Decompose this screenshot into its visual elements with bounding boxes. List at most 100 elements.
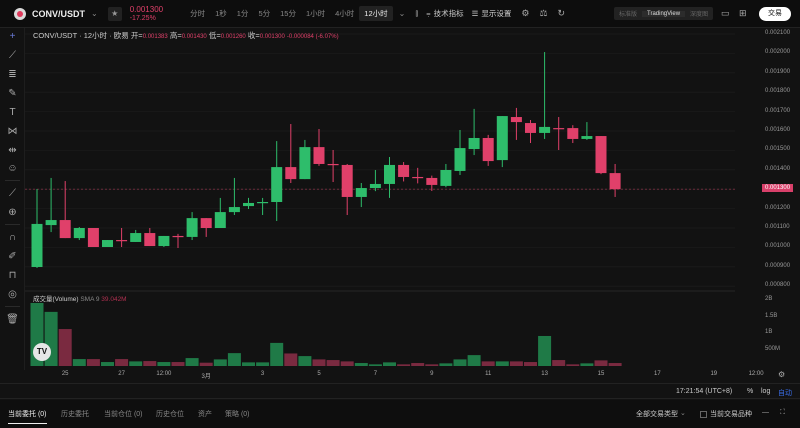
candle-body [313,147,325,164]
tab-open-orders[interactable]: 当前委托 (0) [8,409,47,424]
low-value: 0.001260 [220,34,246,40]
volume-bar [312,359,326,366]
alert-icon[interactable]: ↻ [557,8,566,18]
scale-icon[interactable]: ⚖ [539,8,548,18]
view-tradingview[interactable]: TradingView [642,10,686,17]
sma-label: SMA 9 [80,296,100,303]
volume-bar [467,355,481,366]
favorite-star-icon[interactable]: ★ [107,6,122,21]
volume-tick: 1B [765,329,773,335]
time-axis[interactable]: 25 27 12:00 3月 3 5 7 9 11 13 15 17 19 12:00 [25,370,800,382]
symbol-selector[interactable]: CONV/USDT [32,8,86,19]
percent-toggle[interactable]: % [747,388,754,395]
price-tick: 0.001600 [765,127,791,133]
interval-tab-selected[interactable]: 12小时 [359,6,393,21]
tab-position-history[interactable]: 历史仓位 [156,411,184,418]
trash-icon[interactable]: 🗑 [6,314,19,325]
horizontal-lines-icon[interactable]: ≣ [8,69,17,80]
display-settings-label: 显示设置 [481,9,512,18]
brush-icon[interactable]: ✎ [8,88,17,99]
candle-body [426,177,438,185]
minimize-icon[interactable]: — [762,409,769,416]
close-value: 0.001300 [259,34,285,40]
volume-bar [298,356,312,366]
axis-settings-icon[interactable]: ⚙ [778,370,786,379]
volume-bar [256,362,270,366]
chevron-down-icon[interactable]: ⌄ [91,9,98,18]
time-tick: 12:00 [156,371,172,377]
interval-tab[interactable]: 1小时 [305,9,326,18]
chart-legend: CONV/USDT · 12小时 · 欧易 开=0.001383 高=0.001… [33,30,339,41]
display-settings-button[interactable]: ☰ 显示设置 [472,8,512,19]
time-tick: 17 [654,371,661,377]
window-icon[interactable]: ▭ [721,8,730,18]
list-icon: ☰ [471,9,479,18]
indicators-button[interactable]: ⩦ 技术指标 [426,8,463,19]
text-icon[interactable]: T [9,107,16,118]
volume-bar [213,359,227,366]
lock-icon[interactable]: ⊓ [8,270,17,281]
fullscreen-icon[interactable]: ⛶ [780,409,785,416]
current-only-checkbox[interactable] [700,411,707,418]
price-tick: 0.002100 [765,30,791,36]
filter-chevron-icon[interactable]: ⌄ [680,410,686,417]
candle-body [496,116,508,161]
price-tick: 0.001700 [765,107,791,114]
emoji-icon[interactable]: ☺ [7,163,18,174]
orders-panel: 当前委托 (0) 历史委托 当前仓位 (0) 历史仓位 资产 策略 (0) 全部… [0,400,800,428]
time-tick: 3月 [201,374,211,380]
candle-body [45,220,57,226]
interval-more-chevron-icon[interactable]: ⌄ [398,9,406,18]
interval-tab[interactable]: 15分 [280,9,296,18]
price-tick: 0.001200 [765,204,791,211]
interval-tab[interactable]: 1分 [236,9,249,18]
trend-line-icon[interactable]: ⟋ [9,50,16,61]
candle-body [412,176,424,179]
zoom-in-icon[interactable]: ⊕ [8,207,17,218]
volume-bar [185,358,199,366]
tab-order-history[interactable]: 历史委托 [61,411,89,418]
lock-drawing-icon[interactable]: ✐ [8,251,17,262]
interval-tab[interactable]: 1秒 [215,9,227,18]
tab-assets[interactable]: 资产 [198,411,212,418]
candle-body [172,235,184,238]
trade-button[interactable]: 交易 [759,7,791,21]
log-toggle[interactable]: log [761,388,771,395]
tradingview-logo: TV [33,343,51,361]
volume-bar [495,361,509,366]
view-standard[interactable]: 标准版 [619,12,638,18]
prediction-icon[interactable]: ⇹ [8,145,17,156]
candle-body [553,128,565,130]
magnet-icon[interactable]: ∩ [8,232,17,243]
volume-bar [453,359,467,366]
auto-toggle[interactable]: 自动 [778,390,792,397]
clock: 17:21:54 (UTC+8) [676,388,733,395]
trade-type-filter[interactable]: 全部交易类型 [636,411,678,418]
tab-strategies[interactable]: 策略 (0) [225,411,250,418]
visibility-icon[interactable]: ◎ [8,289,17,300]
interval-tab[interactable]: 4小时 [335,9,355,18]
tab-positions[interactable]: 当前仓位 (0) [104,411,143,418]
interval-tab[interactable]: 分时 [190,9,206,18]
volume-bar [524,362,537,366]
time-tick: 5 [317,371,321,377]
price-axis[interactable]: 0.002100 0.002000 0.001900 0.001800 0.001700… [735,28,800,370]
ruler-icon[interactable]: ⟋ [9,188,16,199]
price-tick: 0.001400 [765,165,791,172]
price-tick: 0.000900 [765,262,791,269]
pattern-icon[interactable]: ⋈ [7,126,18,137]
volume-bar [566,364,580,366]
layout-icon[interactable]: ⊞ [739,8,747,18]
view-depth[interactable]: 深度图 [690,12,709,18]
open-value: 0.001383 [142,34,168,40]
interval-tab[interactable]: 5分 [258,9,271,18]
candle-type-icon[interactable]: ⫾ [415,8,419,18]
candle-body [271,167,283,203]
candle-body [73,228,85,239]
settings-gear-icon[interactable]: ⚙ [521,8,530,18]
crosshair-icon[interactable]: + [9,31,16,42]
volume-bar [383,362,396,366]
volume-tick: 1.5B [765,312,778,319]
interval-tabs: 分时 1秒 1分 5分 15分 1小时 4小时 12小时 [185,6,393,21]
